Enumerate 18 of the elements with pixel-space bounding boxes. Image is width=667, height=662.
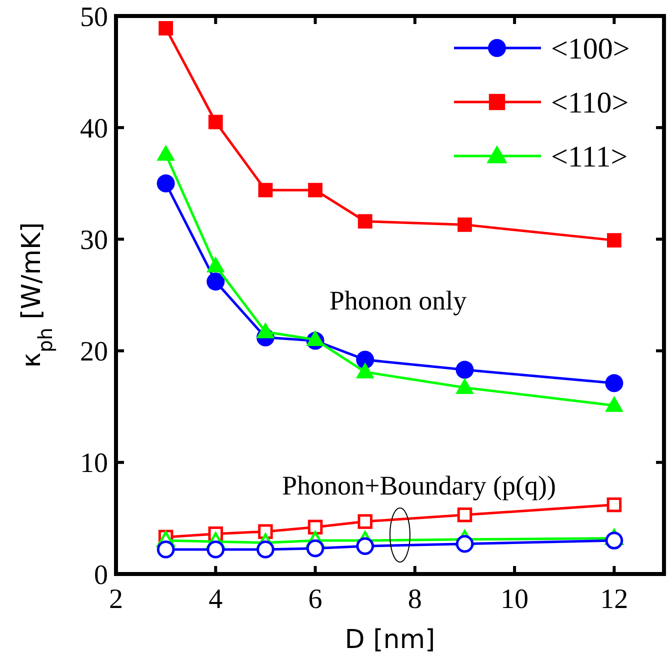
x-tick-label: 2 (109, 584, 123, 615)
annotation: Phonon+Boundary (p(q)) (282, 470, 556, 500)
x-axis-title: D [nm] (344, 625, 436, 655)
x-tick-label: 4 (208, 584, 223, 615)
y-tick-label: 0 (94, 560, 108, 591)
legend-label: <111> (551, 140, 628, 174)
legend-label: <100> (551, 32, 630, 66)
y-tick-label: 10 (80, 448, 108, 480)
y-tick-label: 40 (80, 113, 108, 144)
annotation: Phonon only (329, 285, 468, 316)
y-tick-label: 30 (80, 225, 108, 256)
x-tick-label: 10 (500, 584, 529, 615)
y-tick-label: 50 (80, 2, 108, 33)
x-tick-label: 8 (408, 584, 422, 615)
legend-label: <110> (551, 86, 629, 120)
y-tick-label: 20 (80, 336, 108, 368)
x-tick-label: 6 (308, 584, 322, 615)
x-tick-label: 12 (600, 584, 628, 615)
